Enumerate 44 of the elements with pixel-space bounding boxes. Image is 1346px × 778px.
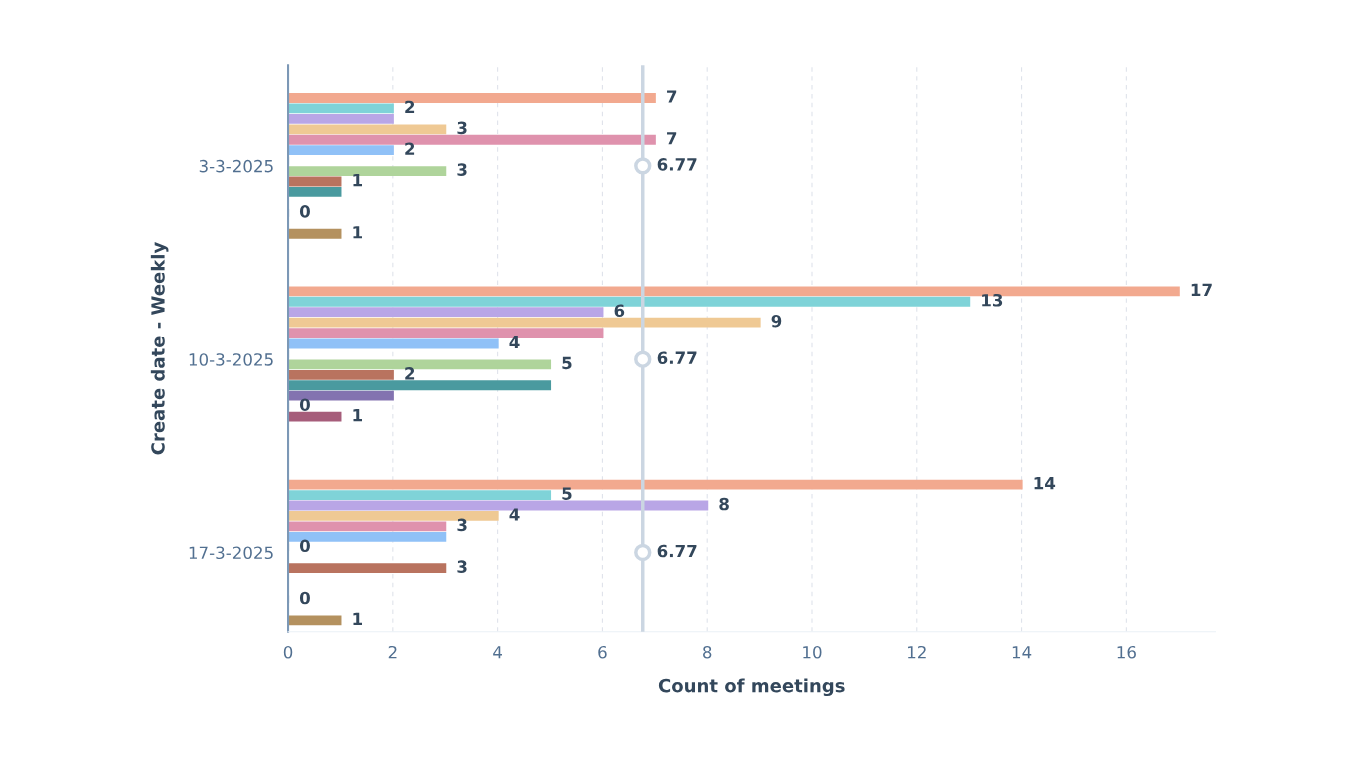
ref-line-label: 6.77: [657, 158, 697, 171]
x-tick-label: 12: [908, 645, 926, 659]
y-tick-label: 17-3-2025: [189, 546, 273, 560]
y-tick-label: 3-3-2025: [199, 159, 273, 173]
x-tick-label: 6: [598, 645, 607, 659]
x-tick-label: 0: [283, 645, 293, 659]
data-label: 2: [405, 100, 415, 114]
text: 6.77: [657, 544, 697, 558]
x-tick-label: 14: [1012, 646, 1032, 659]
data-label: 5: [562, 356, 572, 370]
x-tick-label: 8: [703, 645, 712, 659]
data-label: 2: [405, 367, 415, 380]
data-label: 13: [982, 293, 1003, 307]
data-label: 1: [353, 612, 362, 625]
y-axis-title: Create date - Weekly: [150, 242, 169, 455]
y-tick-label: 10-3-2025: [189, 353, 273, 366]
data-label: 14: [1034, 477, 1056, 490]
data-label: 8: [719, 497, 729, 511]
text: 6.77: [657, 351, 697, 365]
x-tick-label: 2: [388, 645, 397, 659]
x-tick-label: 10: [803, 645, 822, 659]
x-tick-label: 16: [1117, 645, 1136, 659]
data-label: 1: [353, 409, 362, 422]
data-label: 17: [1191, 283, 1212, 296]
data-label: 3: [457, 163, 467, 176]
data-label: 3: [457, 518, 467, 532]
x-axis-title: Count of meetings: [658, 678, 845, 697]
data-label: 9: [771, 314, 782, 328]
data-label: 4: [509, 508, 520, 521]
data-label: 2: [405, 142, 415, 155]
data-label: 3: [457, 560, 467, 573]
x-tick-label: 4: [493, 646, 502, 659]
data-label: 0: [299, 591, 310, 605]
data-label: 4: [509, 335, 520, 349]
data-label: 6: [614, 304, 625, 318]
data-label: 7: [667, 132, 677, 145]
data-label: 0: [299, 398, 310, 411]
data-label: 5: [562, 487, 572, 500]
data-label: 0: [299, 539, 310, 553]
data-label: 1: [353, 173, 362, 187]
data-label: 0: [299, 205, 310, 218]
data-label: 3: [457, 121, 467, 135]
data-label: 1: [353, 226, 362, 239]
data-label: 7: [667, 90, 677, 103]
